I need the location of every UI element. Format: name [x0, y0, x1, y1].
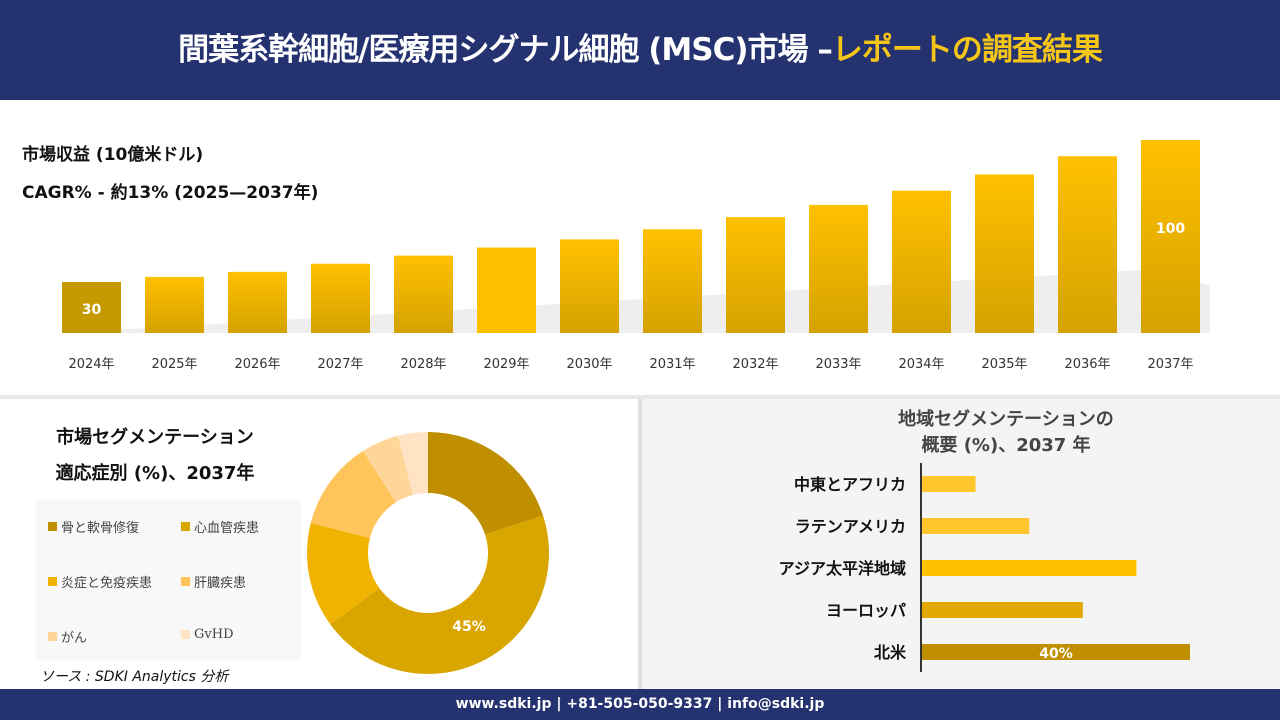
revenue-label: 市場収益 (10億米ドル): [22, 145, 204, 165]
donut-slice: [428, 432, 544, 535]
legend-swatch: [48, 577, 57, 586]
year-tick-label: 2029年: [483, 357, 529, 372]
legend-item: 心血管疾患: [181, 517, 259, 536]
year-tick-label: 2027年: [317, 357, 363, 372]
revenue-bar: [62, 282, 121, 333]
divider: [0, 395, 1280, 399]
bar-data-label: 40%: [1039, 646, 1073, 662]
year-tick-label: 2026年: [234, 357, 280, 372]
legend-item: がん: [48, 627, 87, 646]
page-title: 間葉系幹細胞/医療用シグナル細胞 (MSC)市場 –: [178, 32, 833, 68]
region-label: ラテンアメリカ: [795, 517, 906, 536]
header-banner: 間葉系幹細胞/医療用シグナル細胞 (MSC)市場 –レポートの調査結果: [0, 0, 1280, 100]
region-bar: [922, 560, 1137, 576]
slice-data-label: 45%: [452, 619, 486, 635]
legend-label: 心血管疾患: [194, 521, 260, 536]
region-title-1: 地域セグメンテーションの: [898, 409, 1114, 430]
year-tick-label: 2028年: [400, 357, 446, 372]
application-segmentation: 市場セグメンテーション 適応症別 (%)、2037年 骨と軟骨修復 心血管疾患炎症…: [0, 399, 638, 689]
revenue-bar: [975, 174, 1034, 333]
donut-legend: 骨と軟骨修復 心血管疾患炎症と免疫疾患 肝臓疾患がん GvHD: [36, 500, 301, 660]
divider: [638, 399, 642, 689]
region-bar: [922, 518, 1030, 534]
legend-item: 骨と軟骨修復: [48, 517, 139, 536]
page-title-highlight: レポートの調査結果: [831, 32, 1103, 68]
region-label: 北米: [874, 643, 907, 662]
revenue-bar: [892, 190, 951, 333]
revenue-bar: [1058, 156, 1117, 333]
legend-item: 肝臓疾患: [181, 572, 246, 591]
region-label: 中東とアフリカ: [794, 475, 906, 494]
donut-slice: [397, 432, 428, 495]
legend-swatch: [181, 522, 190, 531]
segmentation-title-1: 市場セグメンテーション: [56, 427, 254, 448]
legend-label: 肝臓疾患: [194, 576, 247, 591]
footer-contact: www.sdki.jp | +81-505-050-9337 | info@sd…: [0, 689, 1280, 720]
revenue-bar-chart: 2024年 30 2025年 2026年 2027年 2028年 2029年 2030年 203…: [60, 140, 1210, 372]
year-tick-label: 2037年: [1147, 357, 1193, 372]
revenue-bar: [726, 217, 785, 333]
region-bar: [922, 602, 1083, 618]
revenue-bar: [228, 271, 287, 333]
year-tick-label: 2024年: [68, 357, 114, 372]
revenue-bar: [1141, 140, 1200, 333]
revenue-bar: [477, 247, 536, 333]
legend-item: GvHD: [181, 627, 234, 642]
legend-label: 骨と軟骨修復: [61, 521, 140, 536]
revenue-bar: [560, 239, 619, 333]
revenue-section: 2024年 30 2025年 2026年 2027年 2028年 2029年 2030年 203…: [0, 100, 1280, 395]
revenue-bar: [643, 229, 702, 333]
region-label: ヨーロッパ: [826, 601, 906, 620]
donut-chart: 45%: [307, 432, 549, 674]
donut-slice: [310, 450, 396, 539]
legend-label: 炎症と免疫疾患: [61, 576, 153, 591]
revenue-bar: [311, 263, 370, 333]
legend-swatch: [181, 577, 190, 586]
year-tick-label: 2035年: [981, 357, 1027, 372]
source-note: ソース : SDKI Analytics 分析: [40, 669, 229, 685]
year-tick-label: 2033年: [815, 357, 861, 372]
cagr-label: CAGR% - 約13% (2025—2037年): [22, 183, 319, 203]
legend-item: 炎症と免疫疾患: [48, 572, 152, 591]
region-bar: [922, 644, 1190, 660]
year-tick-label: 2036年: [1064, 357, 1110, 372]
legend-swatch: [181, 630, 190, 639]
region-label: アジア太平洋地域: [779, 559, 906, 578]
donut-slice: [330, 515, 549, 674]
year-tick-label: 2031年: [649, 357, 695, 372]
revenue-bar: [394, 255, 453, 333]
region-bar: [922, 476, 976, 492]
year-tick-label: 2025年: [151, 357, 197, 372]
revenue-bar: [145, 276, 204, 333]
legend-label: がん: [61, 631, 88, 646]
region-segmentation: 地域セグメンテーションの 概要 (%)、2037 年 中東とアフリカ ラテンアメリ…: [642, 399, 1280, 689]
bar-data-label: 30: [82, 302, 102, 318]
year-tick-label: 2034年: [898, 357, 944, 372]
region-title-2: 概要 (%)、2037 年: [921, 435, 1091, 456]
revenue-bar: [809, 204, 868, 333]
bar-data-label: 100: [1156, 221, 1185, 237]
donut-slice: [307, 522, 380, 625]
donut-slice: [363, 435, 414, 503]
year-tick-label: 2030年: [566, 357, 612, 372]
legend-swatch: [48, 632, 57, 641]
year-tick-label: 2032年: [732, 357, 778, 372]
segmentation-title-2: 適応症別 (%)、2037年: [55, 463, 255, 484]
legend-label: GvHD: [194, 627, 234, 642]
legend-swatch: [48, 522, 57, 531]
